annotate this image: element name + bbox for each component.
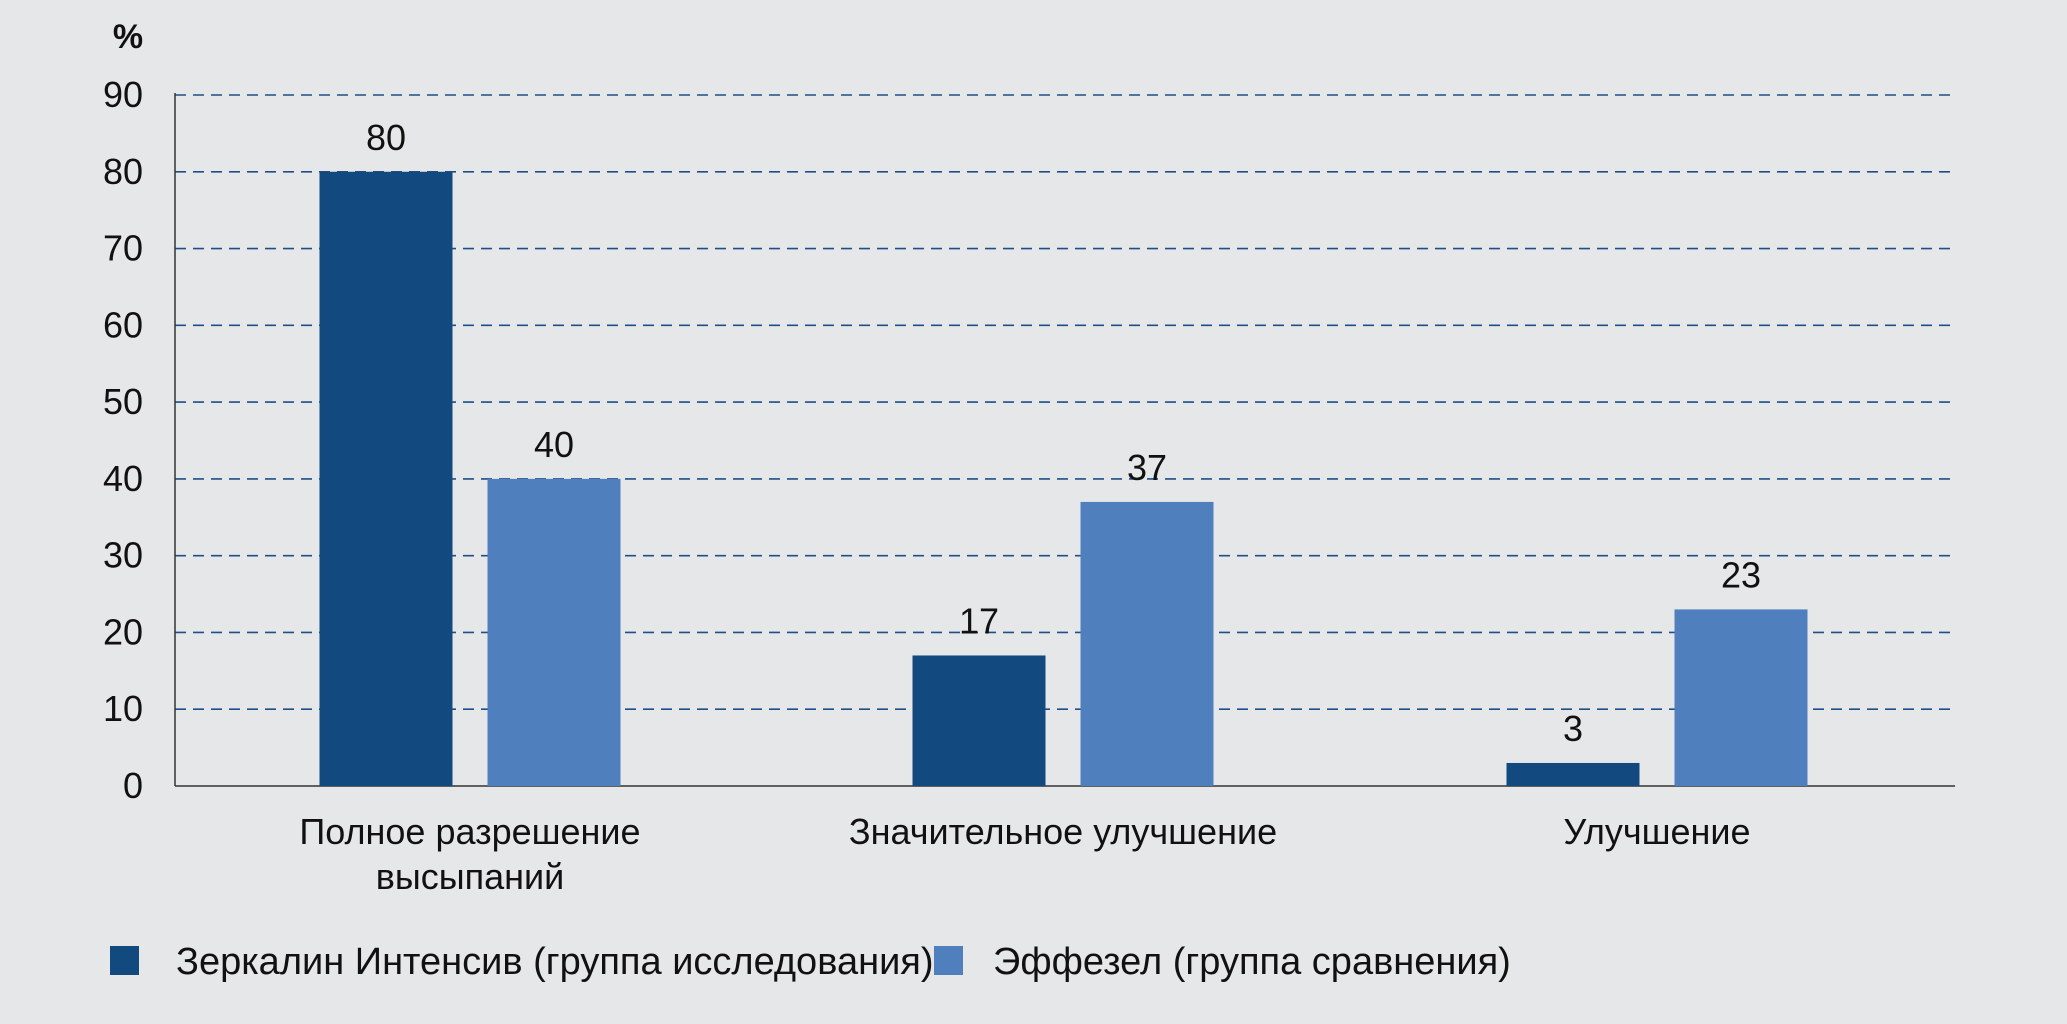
data-label: 17 xyxy=(959,600,999,641)
legend-label: Зеркалин Интенсив (группа исследования) xyxy=(176,941,934,983)
data-label: 80 xyxy=(366,117,406,158)
legend-swatch xyxy=(110,946,139,975)
data-label: 37 xyxy=(1127,447,1167,488)
x-category-label: Полное разрешение высыпаний xyxy=(299,811,640,897)
bar-series-1-category-3 xyxy=(1506,762,1640,786)
x-category-label-line: Улучшение xyxy=(1563,811,1750,852)
x-category-label-line: Значительное улучшение xyxy=(849,811,1277,852)
x-category-label-line: высыпаний xyxy=(376,856,565,897)
y-tick-label: 60 xyxy=(103,304,143,345)
y-unit-label: % xyxy=(113,18,143,56)
y-tick-label: 40 xyxy=(103,458,143,499)
bar-series-2-category-3 xyxy=(1674,609,1808,786)
y-tick-label: 80 xyxy=(103,151,143,192)
bar-series-1-category-2 xyxy=(912,655,1046,786)
data-label: 40 xyxy=(534,424,574,465)
y-tick-label: 30 xyxy=(103,535,143,576)
bar-series-2-category-1 xyxy=(487,478,621,786)
x-category-label: Улучшение xyxy=(1563,811,1750,852)
grid-lines xyxy=(175,94,1955,711)
x-category-label: Значительное улучшение xyxy=(849,811,1277,852)
legend-swatch xyxy=(934,946,963,975)
y-tick-label: 10 xyxy=(103,688,143,729)
axes xyxy=(174,93,1955,787)
legend: Зеркалин Интенсив (группа исследования) Э… xyxy=(110,941,1511,983)
y-tick-label: 90 xyxy=(103,74,143,115)
y-tick-label: 20 xyxy=(103,611,143,652)
bars xyxy=(319,171,1808,786)
data-label: 3 xyxy=(1563,708,1583,749)
bar-series-2-category-2 xyxy=(1080,501,1214,786)
legend-label: Эффезел (группа сравнения) xyxy=(993,941,1511,983)
data-label: 23 xyxy=(1721,554,1761,595)
x-category-label-line: Полное разрешение xyxy=(299,811,640,852)
labels: 0 10 20 30 40 50 60 70 80 90% 80 17 3 40 37 23 Полное ра… xyxy=(103,18,1761,897)
bar-series-1-category-1 xyxy=(319,171,453,786)
y-tick-label: 50 xyxy=(103,381,143,422)
y-tick-label: 70 xyxy=(103,228,143,269)
y-tick-label: 0 xyxy=(123,765,143,806)
